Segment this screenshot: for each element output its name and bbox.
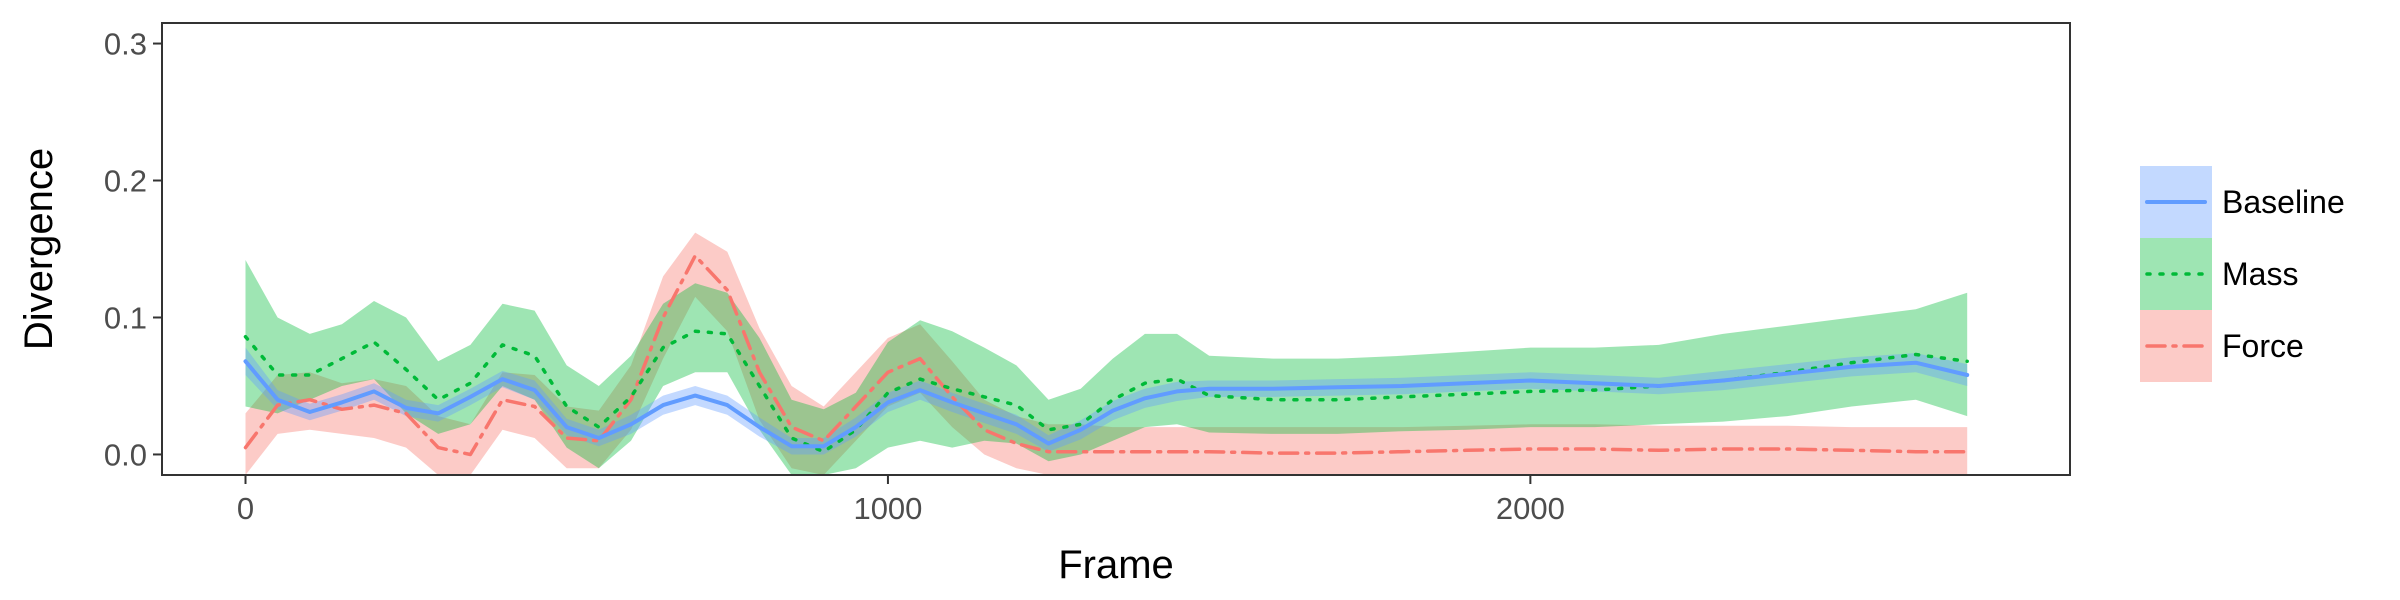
band-mass	[245, 260, 1968, 475]
x-tick-label: 1000	[853, 491, 922, 526]
x-axis-title: Frame	[1058, 543, 1174, 587]
x-axis: 0 1000 2000	[237, 475, 1565, 526]
line-force	[243, 254, 1969, 457]
band-baseline	[245, 347, 1968, 455]
plot-panel-border	[161, 22, 2071, 476]
legend: Baseline Mass Force	[2140, 166, 2345, 382]
y-tick-label: 0.2	[104, 164, 147, 199]
x-tick-label: 2000	[1496, 491, 1565, 526]
legend-label-force: Force	[2222, 328, 2304, 364]
y-axis-title: Divergence	[17, 148, 61, 350]
x-tick-label: 0	[237, 491, 254, 526]
confidence-bands	[245, 232, 1968, 475]
legend-item-baseline: Baseline	[2140, 166, 2345, 238]
line-baseline	[243, 359, 1970, 449]
legend-label-mass: Mass	[2222, 256, 2298, 292]
y-tick-label: 0.3	[104, 27, 147, 62]
legend-label-baseline: Baseline	[2222, 184, 2345, 220]
legend-item-force: Force	[2140, 310, 2304, 382]
series-lines	[243, 254, 1970, 457]
y-tick-label: 0.1	[104, 300, 147, 335]
legend-item-mass: Mass	[2140, 238, 2298, 310]
y-tick-label: 0.0	[104, 437, 147, 472]
line-mass	[243, 329, 1969, 454]
y-axis: 0.0 0.1 0.2 0.3	[104, 27, 162, 472]
